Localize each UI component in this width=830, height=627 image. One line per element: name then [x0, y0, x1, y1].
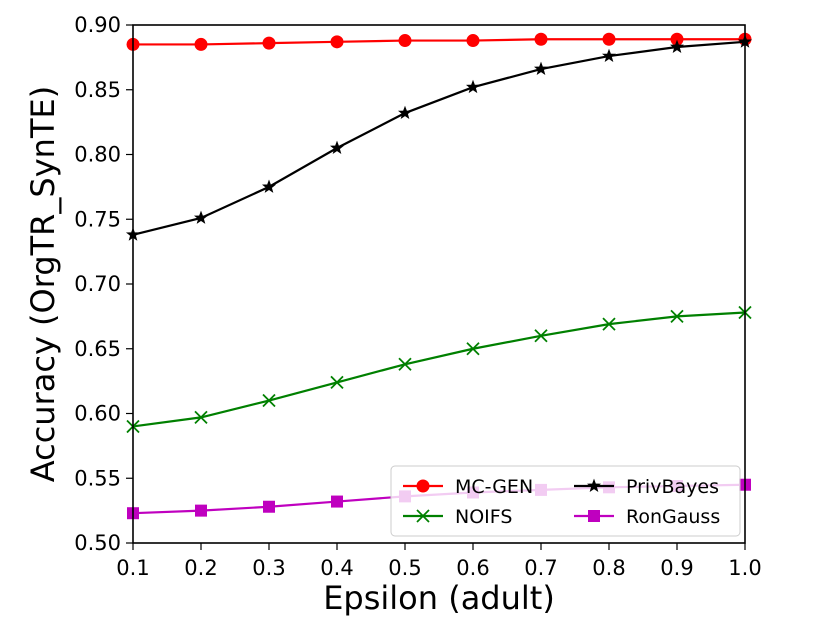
x-tick-label: 0.8 [592, 556, 625, 580]
data-point [466, 342, 480, 356]
data-point [262, 393, 276, 408]
data-point [534, 329, 548, 343]
data-point-stroke [330, 375, 344, 390]
x-tick-label: 0.5 [388, 556, 421, 580]
y-tick-label: 0.50 [74, 531, 121, 555]
series-mc-gen [126, 32, 752, 51]
legend-marker [416, 479, 430, 493]
legend-label: PrivBayes [626, 476, 719, 498]
series-noifs [126, 305, 752, 434]
y-tick-label: 0.65 [74, 337, 121, 361]
series-line [133, 38, 745, 46]
legend-label: NOIFS [455, 506, 512, 528]
data-point [329, 140, 345, 154]
legend-entry: MC-GEN [403, 476, 533, 498]
series-line [132, 311, 746, 428]
x-axis-label: Epsilon (adult) [323, 579, 555, 617]
data-point [330, 35, 344, 49]
plot-frame [132, 24, 746, 544]
series-line [132, 40, 746, 236]
data-point [601, 48, 617, 63]
data-point [193, 210, 209, 224]
data-point [194, 410, 208, 425]
x-tick-label: 0.2 [184, 556, 217, 580]
data-point [262, 36, 276, 50]
x-tick-label: 0.7 [524, 556, 557, 580]
y-tick-label: 0.75 [74, 207, 121, 231]
data-point [194, 37, 208, 51]
y-tick-label: 0.70 [74, 272, 121, 296]
legend-label: MC-GEN [455, 476, 533, 498]
data-point [331, 495, 343, 508]
data-point [533, 61, 549, 75]
data-point-stroke [398, 357, 412, 371]
data-point-stroke [194, 410, 208, 425]
data-point-stroke [466, 342, 480, 356]
data-point-stroke [670, 309, 684, 324]
y-tick-label: 0.85 [74, 78, 121, 102]
data-point [602, 32, 616, 46]
data-point [669, 39, 685, 53]
legend-entry: NOIFS [403, 506, 512, 528]
data-point [263, 500, 275, 513]
legend-entry: RonGauss [574, 506, 720, 528]
x-tick-label: 0.4 [320, 556, 353, 580]
data-point-stroke [534, 329, 548, 343]
data-point [466, 34, 480, 48]
x-tick-label: 0.9 [660, 556, 693, 580]
data-point [670, 309, 684, 324]
series-layer [125, 32, 753, 520]
x-tick-label: 1.0 [728, 556, 761, 580]
legend-label: RonGauss [626, 506, 720, 528]
data-point [330, 375, 344, 390]
ticks-layer: 0.1 0.2 0.3 0.4 0.5 0.6 0.7 0.8 0.9 1.0 0.50 0.55 0.… [74, 13, 761, 580]
y-tick-label: 0.80 [74, 143, 121, 167]
data-point-stroke [262, 393, 276, 408]
x-tick-label: 0.6 [456, 556, 489, 580]
data-point [465, 79, 481, 94]
y-tick-label: 0.90 [74, 13, 121, 37]
y-axis-label: Accuracy (OrgTR_SynTE) [24, 86, 62, 482]
x-tick-label: 0.3 [252, 556, 285, 580]
data-point [602, 317, 616, 331]
legend-marker-stroke [416, 509, 430, 523]
legend-entry: PrivBayes [574, 476, 719, 498]
data-point [534, 32, 548, 46]
data-point [398, 34, 412, 48]
legend-box [390, 465, 741, 537]
data-point [195, 504, 207, 517]
series-privbayes [125, 34, 753, 241]
data-point [397, 105, 413, 120]
y-tick-label: 0.55 [74, 466, 121, 490]
legend: MC-GEN NOIFS PrivBayes RonGauss [390, 465, 741, 537]
x-tick-label: 0.1 [116, 556, 149, 580]
legend-marker [416, 509, 430, 523]
data-point-stroke [602, 317, 616, 331]
y-tick-label: 0.60 [74, 402, 121, 426]
legend-marker [588, 510, 600, 522]
data-point [398, 357, 412, 371]
legend-marker [586, 478, 602, 492]
data-point [261, 179, 277, 193]
